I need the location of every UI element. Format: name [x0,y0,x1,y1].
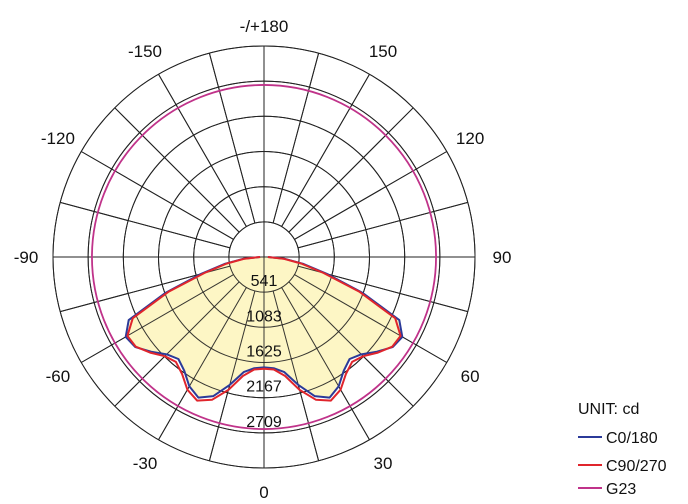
ring-labels: 541 1083 1625 2167 2709 [246,273,282,431]
grid-overlay-9 [288,281,414,407]
intensity-curves [52,45,476,469]
angle-label-180: -/+180 [240,17,289,36]
unit-label: UNIT: cd [578,401,639,418]
angle-label-m120: -120 [41,129,75,148]
grid-overlay-8 [281,287,370,440]
angle-label-m60: -60 [46,367,71,386]
curve-g23 [91,84,437,430]
grid-overlay-14 [294,151,447,240]
grid-overlay-17 [272,53,320,224]
angle-label-m150: -150 [128,42,162,61]
angle-label-150: 150 [369,42,397,61]
angle-label-90: 90 [493,248,512,267]
grid-overlay-29 [208,290,256,461]
legend-label-g23: G23 [606,481,636,498]
grid-overlay-27 [114,281,240,407]
grid-overlay-10 [294,274,447,363]
ring-label-2709: 2709 [246,414,282,431]
grid-overlay-23 [60,201,231,249]
angle-label-0: 0 [259,483,268,502]
angle-label-m30: -30 [133,454,158,473]
legend-label-c90-270: C90/270 [606,458,667,475]
grid-overlay-19 [208,53,256,224]
grid-overlay-22 [81,151,234,240]
angle-label-120: 120 [456,129,484,148]
grid-overlay-13 [297,201,468,249]
grid-overlay-21 [114,107,240,233]
legend: UNIT: cd C0/180 C90/270 G23 [578,401,667,498]
angle-labels: -/+180 -150 150 -120 120 -90 90 -60 60 -30 30 0 [14,17,512,502]
legend-label-c0-180: C0/180 [606,430,658,447]
angle-label-30: 30 [374,454,393,473]
angle-label-60: 60 [461,367,480,386]
grid-overlay-20 [158,74,247,227]
grid-overlay-16 [281,74,370,227]
ring-label-1625: 1625 [246,344,282,361]
ring-label-1083: 1083 [246,308,282,325]
ring-label-541: 541 [251,273,278,290]
ring-label-2167: 2167 [246,379,282,396]
grid-overlay-28 [158,287,247,440]
grid-overlay-7 [272,290,320,461]
angle-label-m90: -90 [14,248,39,267]
curve-c0-180 [124,256,404,399]
grid-overlay-26 [81,274,234,363]
curve-c90-270 [126,256,402,402]
polar-grid-overlay [52,45,476,469]
grid-overlay-15 [288,107,414,233]
